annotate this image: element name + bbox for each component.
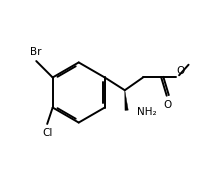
Text: O: O — [177, 66, 185, 76]
Text: Cl: Cl — [42, 129, 52, 139]
Polygon shape — [125, 90, 128, 110]
Text: O: O — [163, 100, 172, 110]
Text: NH₂: NH₂ — [137, 107, 156, 117]
Text: Br: Br — [30, 46, 41, 56]
